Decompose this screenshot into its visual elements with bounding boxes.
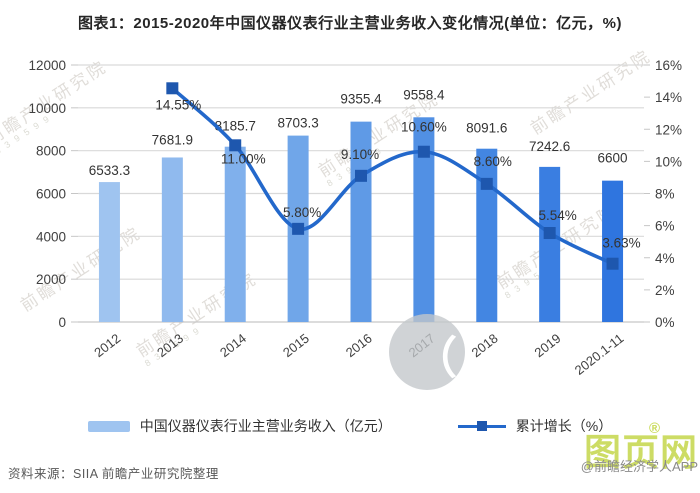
x-axis-label: 2013: [154, 331, 186, 361]
bar-value-label: 6600: [598, 151, 628, 166]
growth-value-label: 9.10%: [341, 147, 379, 162]
growth-value-label: 3.63%: [602, 236, 640, 251]
x-axis-label: 2012: [91, 331, 123, 361]
bar-value-label: 9355.4: [340, 92, 382, 107]
right-axis-label: 12%: [655, 122, 682, 137]
bar-value-label: 6533.3: [89, 163, 130, 178]
brand-credit-text: @前瞻经济学人APP: [580, 459, 698, 474]
revenue-bar: [224, 146, 246, 322]
right-axis-label: 8%: [655, 187, 675, 202]
growth-value-label: 14.55%: [155, 97, 201, 112]
growth-point-marker: [480, 177, 493, 190]
bar-value-label: 9558.4: [403, 87, 445, 102]
left-axis-label: 4000: [36, 229, 66, 244]
right-axis-label: 10%: [655, 154, 682, 169]
revenue-bar: [602, 180, 624, 322]
x-axis-label: 2016: [343, 331, 375, 361]
legend-label-growth: 累计增长（%）: [515, 418, 613, 434]
x-axis-label: 2015: [280, 331, 312, 361]
bar-value-label: 8091.6: [466, 121, 507, 136]
legend-label-revenue: 中国仪器仪表行业主营业务收入（亿元）: [139, 418, 392, 434]
bar-value-label: 8703.3: [277, 116, 318, 131]
bar-swatch-icon: [87, 420, 130, 432]
right-axis-label: 2%: [655, 283, 675, 298]
chart-legend: 中国仪器仪表行业主营业务收入（亿元） 累计增长（%）: [0, 416, 700, 436]
growth-point-marker: [166, 82, 179, 95]
chart-title: 图表1：2015-2020年中国仪器仪表行业主营业务收入变化情况(单位：亿元，%…: [78, 15, 622, 32]
left-axis-label: 6000: [36, 187, 66, 202]
bar-value-label: 7242.6: [529, 139, 570, 154]
growth-point-marker: [355, 169, 367, 182]
line-swatch-icon: [457, 420, 506, 432]
legend-item-growth: 累计增长（%）: [457, 416, 613, 436]
right-axis-label: 4%: [655, 251, 675, 266]
right-axis-label: 0%: [655, 315, 675, 330]
growth-point-marker: [229, 139, 242, 152]
growth-value-label: 11.00%: [221, 151, 266, 166]
left-axis-label: 2000: [36, 272, 66, 287]
growth-value-label: 5.54%: [539, 208, 577, 223]
growth-point-marker: [417, 145, 430, 158]
growth-point-marker: [543, 227, 556, 240]
growth-value-label: 10.60%: [401, 120, 447, 135]
growth-point-marker: [606, 257, 619, 270]
x-axis-label: 2019: [531, 331, 563, 361]
right-axis-label: 14%: [655, 90, 682, 105]
brand-logo-text: 图页网: [584, 432, 698, 473]
x-axis-label: 2017: [406, 331, 438, 361]
data-source-note: 资料来源：SIIA 前瞻产业研究院整理: [8, 467, 219, 481]
revenue-bar: [161, 157, 183, 322]
bar-value-label: 8185.7: [215, 119, 256, 134]
x-axis-label: 2020.1-11: [572, 331, 627, 378]
revenue-bar: [476, 148, 498, 322]
growth-point-marker: [292, 222, 305, 235]
left-axis-label: 8000: [36, 144, 66, 159]
right-axis-label: 6%: [655, 219, 675, 234]
x-axis-label: 2018: [469, 331, 501, 361]
left-axis-label: 10000: [28, 101, 66, 116]
left-axis-label: 12000: [28, 58, 66, 73]
revenue-bar: [539, 166, 561, 322]
x-axis-label: 2014: [217, 331, 249, 361]
combo-chart: 12000 10000 8000 6000 4000 2000 0 16% 14% 12% 10% 8…: [28, 58, 682, 378]
growth-value-label: 8.60%: [474, 154, 512, 169]
right-axis-label: 16%: [655, 58, 682, 73]
revenue-bar: [413, 117, 435, 323]
growth-value-label: 5.80%: [283, 205, 321, 220]
left-axis-label: 0: [58, 315, 66, 330]
legend-item-revenue: 中国仪器仪表行业主营业务收入（亿元）: [87, 416, 392, 436]
revenue-bar: [98, 182, 120, 322]
bar-value-label: 7681.9: [152, 132, 193, 147]
